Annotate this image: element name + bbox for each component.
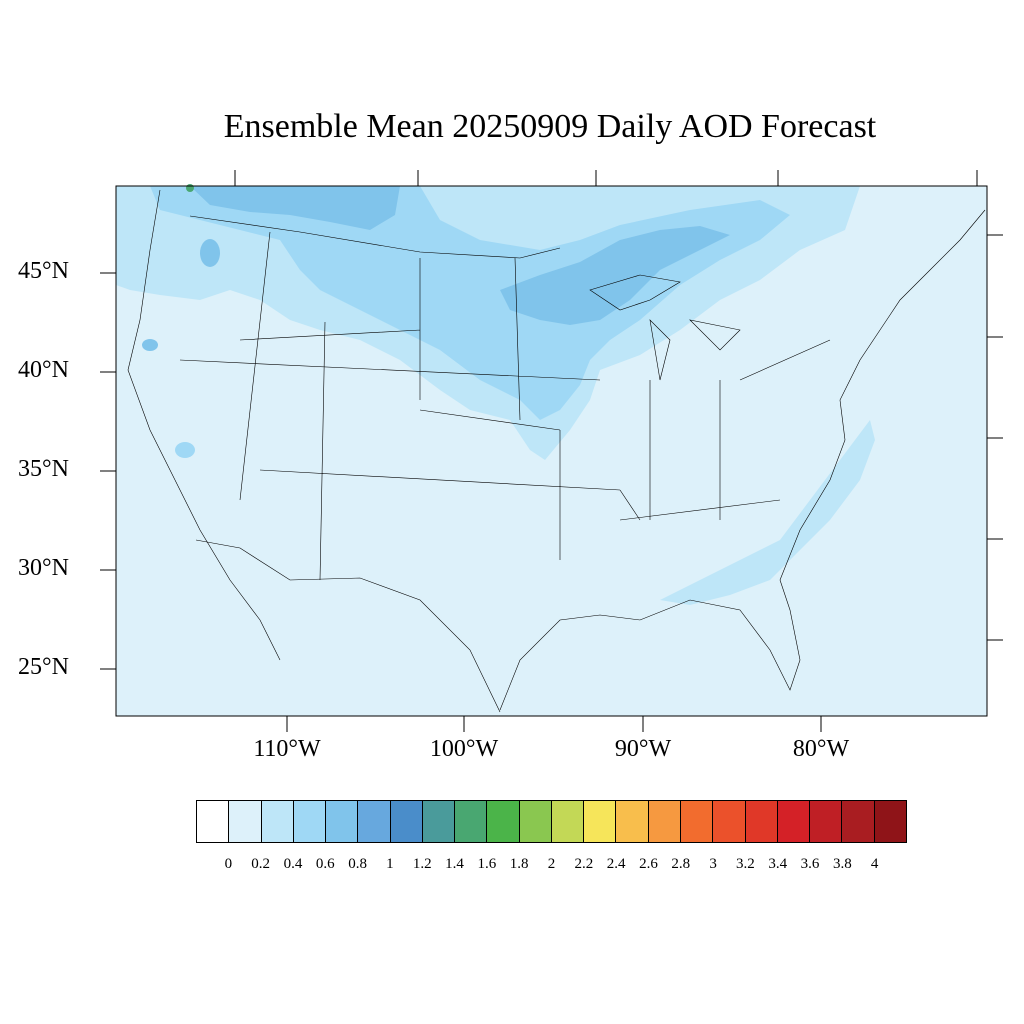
ticks-bottom — [286, 716, 822, 732]
great-lakes — [589, 274, 741, 381]
colorbar-cell — [648, 801, 681, 842]
ticks-top — [234, 170, 978, 186]
lat-label-45: 45°N — [18, 258, 69, 284]
lon-label-110: 110°W — [253, 736, 321, 762]
aod-band-0.6-0.8 — [190, 186, 400, 230]
colorbar-label: 1.8 — [509, 856, 529, 872]
colorbar-label: 2.4 — [606, 856, 626, 872]
aod-spot-wa — [200, 239, 220, 267]
colorbar-label: 3.6 — [800, 856, 820, 872]
colorbar-cell — [326, 801, 359, 842]
colorbar-cell — [810, 801, 843, 842]
ticks-right — [987, 234, 1003, 641]
lon-label-100: 100°W — [429, 736, 499, 762]
colorbar-cell — [390, 801, 423, 842]
lat-label-30: 30°N — [18, 555, 69, 581]
colorbar-cell — [745, 801, 778, 842]
aod-spot-nv — [175, 442, 195, 458]
colorbar-cell — [777, 801, 811, 842]
aod-spot-ca — [142, 339, 158, 351]
colorbar-label: 1.6 — [477, 856, 497, 872]
colorbar-cell — [229, 801, 262, 842]
colorbar-cell — [842, 801, 875, 842]
map-title: Ensemble Mean 20250909 Daily AOD Forecas… — [223, 108, 877, 145]
colorbar-cell — [293, 801, 327, 842]
pacific-coast — [127, 189, 281, 661]
aod-band-0.6-0.8-b — [500, 226, 730, 325]
colorbar-label: 1.4 — [445, 856, 464, 872]
colorbar-cell — [551, 801, 585, 842]
lat-label-35: 35°N — [18, 456, 69, 482]
lon-label-90: 90°W — [614, 736, 672, 762]
colorbar-cell — [874, 801, 906, 842]
colorbar-label: 3 — [709, 856, 717, 872]
colorbar-label: 0 — [224, 856, 233, 872]
colorbar-label: 0.4 — [283, 856, 303, 872]
map-frame — [115, 185, 988, 717]
colorbar-label: 1.2 — [412, 856, 432, 872]
colorbar — [196, 800, 907, 843]
aod-spot-bc — [186, 184, 194, 192]
aod-band-se — [660, 420, 875, 605]
colorbar-label: 4 — [870, 856, 879, 872]
colorbar-cell — [584, 801, 617, 842]
colorbar-labels: 0 0.2 0.4 0.6 0.8 1 1.2 1.4 1.6 1.8 2 2.2 2.4 2.6 2.8 3… — [196, 856, 907, 876]
colorbar-cell — [680, 801, 714, 842]
gulf-coast — [499, 579, 801, 711]
colorbar-cell — [422, 801, 456, 842]
ticks-left — [100, 272, 116, 670]
colorbar-label: 2.8 — [671, 856, 691, 872]
state-lines — [179, 231, 831, 581]
colorbar-cell — [197, 801, 230, 842]
colorbar-cell — [616, 801, 649, 842]
colorbar-cell — [713, 801, 746, 842]
colorbar-label: 2.6 — [639, 856, 658, 872]
colorbar-label: 1 — [386, 856, 394, 872]
colorbar-label: 0.2 — [251, 856, 270, 872]
colorbar-label: 2.2 — [574, 856, 594, 872]
colorbar-label: 2 — [547, 856, 556, 872]
colorbar-cell — [519, 801, 552, 842]
atlantic-coast — [779, 209, 986, 581]
aod-shading — [116, 184, 875, 605]
colorbar-cell — [487, 801, 520, 842]
mexico-border — [195, 539, 501, 713]
boundaries — [127, 189, 986, 713]
lat-label-25: 25°N — [18, 654, 69, 680]
colorbar-cell — [455, 801, 488, 842]
colorbar-label: 3.2 — [736, 856, 755, 872]
us-canada-border — [189, 215, 561, 259]
colorbar-label: 0.6 — [315, 856, 335, 872]
colorbar-cell — [261, 801, 294, 842]
lon-label-80: 80°W — [792, 736, 850, 762]
colorbar-label: 3.4 — [768, 856, 788, 872]
colorbar-label: 0.8 — [348, 856, 367, 872]
colorbar-cell — [358, 801, 391, 842]
lat-label-40: 40°N — [18, 357, 69, 383]
colorbar-label: 3.8 — [832, 856, 852, 872]
